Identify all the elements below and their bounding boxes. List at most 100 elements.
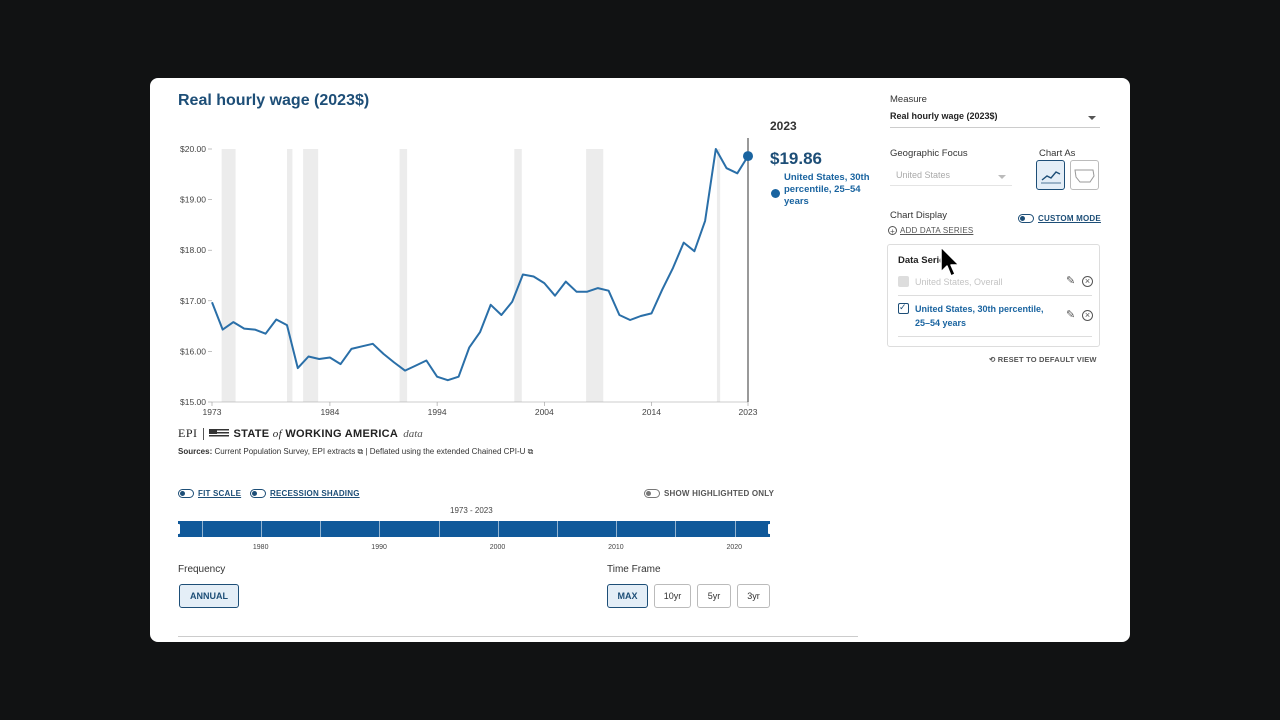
time-frame-max-button[interactable]: MAX: [607, 584, 648, 608]
time-range-label: 1973 - 2023: [450, 506, 493, 515]
add-data-series-label[interactable]: ADD DATA SERIES: [900, 226, 974, 235]
measure-label: Measure: [890, 94, 927, 105]
geographic-focus-value: United States: [896, 170, 951, 180]
measure-select[interactable]: Real hourly wage (2023$): [890, 111, 1100, 128]
reset-label[interactable]: RESET TO DEFAULT VIEW: [997, 355, 1097, 364]
y-tick-label: $18.00: [180, 245, 206, 255]
data-series-panel: Data Series United States, Overall ✎ × U…: [887, 244, 1100, 347]
data-series-row[interactable]: United States, 30th percentile, 25–54 ye…: [898, 302, 1093, 330]
recession-band: [399, 149, 408, 402]
toggle-switch[interactable]: [1018, 214, 1034, 224]
swa-logo-text: STATE of WORKING AMERICA: [234, 428, 399, 440]
data-series-title: Data Series: [898, 255, 950, 266]
close-icon[interactable]: ×: [1082, 310, 1093, 321]
recession-shading-label[interactable]: RECESSION SHADING: [270, 489, 360, 499]
add-data-series-link[interactable]: + ADD DATA SERIES: [888, 226, 974, 236]
custom-mode-toggle[interactable]: CUSTOM MODE: [1018, 210, 1101, 228]
recession-band: [716, 149, 721, 402]
series-checkbox[interactable]: [898, 302, 909, 314]
flag-icon: [208, 429, 229, 438]
slider-tick: [616, 521, 618, 537]
epi-logo: EPI: [178, 426, 198, 440]
slider-year-label: 2010: [608, 544, 624, 551]
x-tick-label: 1984: [320, 407, 339, 417]
slider-tick: [438, 521, 440, 537]
line-chart: $20.00 $19.00 $18.00 $17.00 $16.00 $15.001973…: [180, 138, 758, 417]
x-tick-label: 2004: [535, 407, 554, 417]
refresh-icon: ⟲: [989, 355, 996, 364]
chart-as-line-button[interactable]: [1036, 160, 1065, 190]
slider-year-label: 1990: [371, 544, 387, 551]
slider-year-label: 2020: [726, 544, 743, 551]
slider-tick: [320, 521, 322, 537]
y-tick-label: $19.00: [180, 195, 206, 205]
slider-tick: [201, 521, 203, 537]
recession-shading-toggle[interactable]: RECESSION SHADING: [250, 485, 360, 503]
toggle-switch[interactable]: [644, 489, 660, 499]
chart-as-map-button[interactable]: [1070, 160, 1099, 190]
recession-band: [221, 149, 236, 402]
toggle-switch[interactable]: [250, 489, 266, 499]
series-label: United States, 30th percentile, 25–54 ye…: [915, 302, 1044, 330]
geographic-focus-select[interactable]: United States: [890, 170, 1012, 186]
time-frame-3yr-button[interactable]: 3yr: [737, 584, 770, 608]
plus-icon: +: [888, 226, 897, 236]
time-range-slider[interactable]: [176, 521, 772, 537]
time-frame-5yr-button[interactable]: 5yr: [697, 584, 731, 608]
slider-tick: [556, 521, 558, 537]
x-tick-label: 2014: [642, 407, 661, 417]
slider-tick: [379, 521, 381, 537]
show-highlighted-toggle[interactable]: SHOW HIGHLIGHTED ONLY: [644, 485, 774, 503]
custom-mode-label[interactable]: CUSTOM MODE: [1038, 214, 1101, 224]
tooltip-series-label: United States, 30th percentile, 25–54 ye…: [784, 172, 870, 207]
time-frame-10yr-button[interactable]: 10yr: [654, 584, 691, 608]
slider-tick: [675, 521, 677, 537]
chart-title: Real hourly wage (2023$): [178, 92, 370, 109]
frequency-annual-button[interactable]: ANNUAL: [179, 584, 239, 608]
sources-label: Sources:: [178, 447, 213, 456]
legend-dot: [771, 189, 780, 198]
brand-logo: EPI STATE of WORKING AMERICA data: [178, 426, 423, 441]
close-icon[interactable]: ×: [1082, 276, 1093, 287]
series-label-line1: United States, 30th percentile,: [915, 304, 1044, 314]
fit-scale-label[interactable]: FIT SCALE: [198, 489, 242, 499]
series-checkbox[interactable]: [898, 276, 909, 287]
toggle-switch[interactable]: [178, 489, 194, 499]
divider: [898, 295, 1092, 296]
geographic-focus-label: Geographic Focus: [890, 148, 968, 159]
slider-handle-end[interactable]: [768, 524, 772, 534]
slider-tick: [734, 521, 736, 537]
recession-band: [303, 149, 319, 402]
recession-band: [287, 149, 293, 402]
map-icon: [1074, 169, 1095, 183]
series-line: [211, 148, 749, 382]
pencil-icon[interactable]: ✎: [1066, 275, 1076, 287]
tooltip-value: $19.86: [770, 149, 822, 168]
line-chart-icon: [1041, 171, 1061, 184]
pencil-icon[interactable]: ✎: [1066, 309, 1076, 321]
data-series-row[interactable]: United States, Overall ✎ ×: [898, 275, 1093, 289]
slider-tick: [260, 521, 262, 537]
external-link-icon: ⧉: [527, 447, 534, 456]
y-tick-label: $15.00: [180, 397, 206, 407]
sources-link-cpi[interactable]: | Deflated using the extended Chained CP…: [365, 447, 526, 456]
series-label: United States, Overall: [915, 277, 1003, 287]
fit-scale-toggle[interactable]: FIT SCALE: [178, 485, 241, 503]
reset-default-view-link[interactable]: ⟲ RESET TO DEFAULT VIEW: [989, 355, 1097, 364]
sources-link-cps[interactable]: Current Population Survey, EPI extracts: [214, 447, 356, 456]
sources-note: Sources: Current Population Survey, EPI …: [178, 447, 533, 457]
x-tick-label: 1973: [203, 407, 222, 417]
slider-handle-start[interactable]: [176, 524, 180, 534]
recession-band: [514, 149, 522, 402]
y-tick-label: $20.00: [180, 144, 206, 154]
mouse-cursor-icon: [940, 246, 960, 277]
x-tick-label: 2023: [739, 407, 758, 417]
chevron-down-icon: [998, 175, 1006, 179]
brand-data: data: [403, 427, 423, 440]
show-highlighted-label[interactable]: SHOW HIGHLIGHTED ONLY: [664, 489, 775, 499]
slider-tick: [497, 521, 499, 537]
y-tick-label: $17.00: [180, 296, 206, 306]
chart-card: Real hourly wage (2023$) $20.00 $19.00 $18…: [150, 78, 1130, 642]
tooltip-year: 2023: [770, 119, 797, 133]
hover-point: [743, 151, 753, 162]
